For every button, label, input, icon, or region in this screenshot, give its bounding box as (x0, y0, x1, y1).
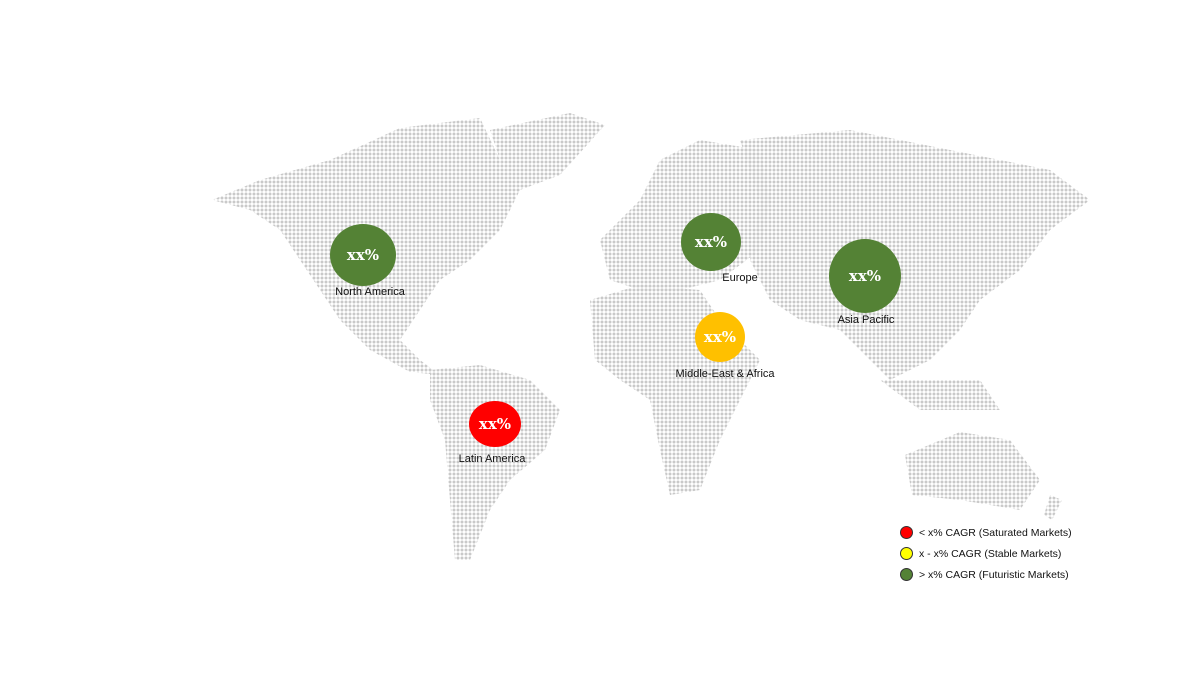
europe-land (600, 140, 770, 290)
australia-land (905, 432, 1040, 510)
yellow-dot-icon (900, 547, 913, 560)
legend-item-stable: x - x% CAGR (Stable Markets) (900, 543, 1072, 564)
latin-america-value: xx% (478, 415, 512, 433)
south-america-land (430, 365, 560, 560)
asia-land (740, 130, 1090, 380)
north-america-label: North America (335, 286, 405, 298)
legend: < x% CAGR (Saturated Markets) x - x% CAG… (900, 522, 1072, 585)
red-dot-icon (900, 526, 913, 539)
europe-value: xx% (694, 233, 728, 251)
north-america-bubble: xx% (330, 224, 396, 286)
middle-east-africa-value: xx% (703, 328, 737, 346)
north-america-value: xx% (346, 246, 380, 264)
asia-pacific-label: Asia Pacific (837, 314, 895, 326)
southeast-asia-islands (880, 380, 1000, 410)
legend-item-saturated: < x% CAGR (Saturated Markets) (900, 522, 1072, 543)
latin-america-label: Latin America (458, 453, 526, 465)
greenland-land (490, 113, 605, 190)
middle-east-africa-label: Middle-East & Africa (675, 368, 775, 380)
new-zealand-land (1044, 495, 1062, 520)
europe-label: Europe (722, 272, 758, 284)
middle-east-africa-bubble: xx% (695, 312, 745, 362)
green-dot-icon (900, 568, 913, 581)
latin-america-bubble: xx% (469, 401, 521, 447)
europe-bubble: xx% (681, 213, 741, 271)
asia-pacific-bubble: xx% (829, 239, 901, 313)
legend-item-futuristic: > x% CAGR (Futuristic Markets) (900, 564, 1072, 585)
asia-pacific-value: xx% (848, 267, 882, 285)
